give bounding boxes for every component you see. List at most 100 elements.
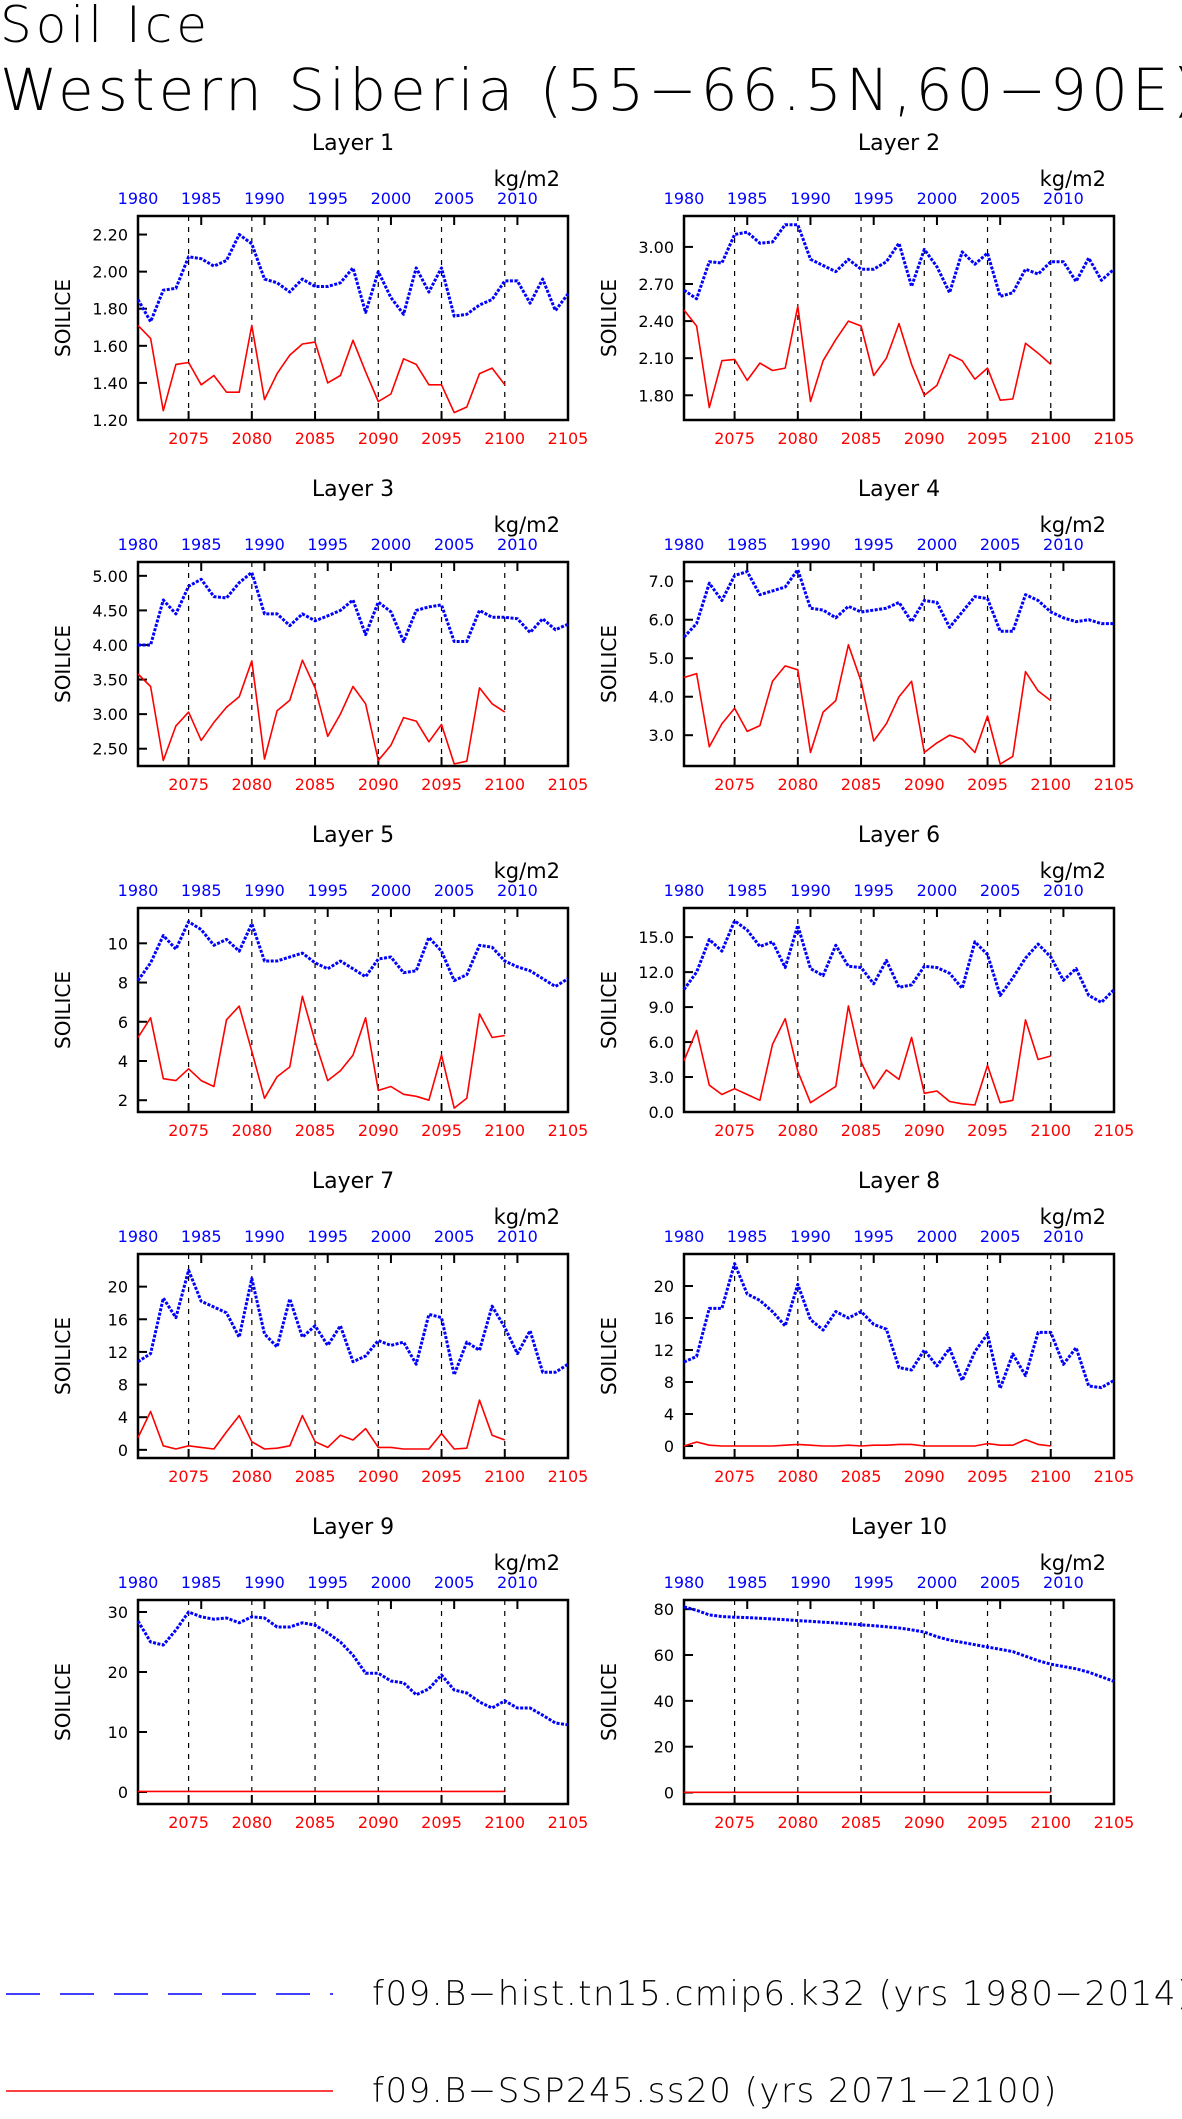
hist-series-line — [138, 570, 569, 647]
x-top-tick-label: 1980 — [664, 535, 705, 554]
y-tick-label: 3.0 — [649, 1068, 674, 1087]
x-bottom-tick-label: 2075 — [714, 429, 755, 448]
x-top-tick-label: 1995 — [853, 1573, 894, 1592]
x-top-tick-label: 1980 — [664, 881, 705, 900]
x-bottom-tick-label: 2085 — [841, 429, 882, 448]
x-bottom-tick-label: 2095 — [421, 1467, 462, 1486]
x-top-tick-label: 1980 — [664, 1227, 705, 1246]
x-top-tick-label: 1995 — [307, 1573, 348, 1592]
panel-1: Layer 1 kg/m2 1.20 1.40 1.60 1.80 2.00 2.20 SOIL… — [51, 131, 588, 448]
x-bottom-tick-label: 2100 — [1030, 1813, 1071, 1832]
y-tick-label: 1.80 — [92, 300, 128, 319]
figure-title-line-2: Western Siberia (55−66.5N,60−90E) — [0, 56, 1182, 124]
ssp-series-line — [683, 305, 1052, 409]
panel-title: Layer 2 — [858, 131, 940, 156]
panel-2: Layer 2 kg/m2 1.80 2.10 2.40 2.70 3.00 SOILICE 2… — [597, 131, 1134, 448]
y-tick-label: 40 — [654, 1692, 674, 1711]
ssp-series-line — [137, 1399, 506, 1450]
panel-3: Layer 3 kg/m2 2.50 3.00 3.50 4.00 4.50 5.00 SOIL… — [51, 477, 588, 794]
y-axis-label: SOILICE — [597, 279, 621, 357]
y-tick-label: 8 — [664, 1373, 674, 1392]
x-bottom-tick-label: 2095 — [421, 775, 462, 794]
x-top-tick-label: 2010 — [1043, 881, 1084, 900]
x-top-tick-label: 2005 — [980, 535, 1021, 554]
x-bottom-tick-label: 2075 — [168, 1467, 209, 1486]
x-bottom-tick-label: 2105 — [1094, 775, 1135, 794]
x-top-tick-label: 2005 — [434, 189, 475, 208]
x-bottom-tick-label: 2095 — [421, 1813, 462, 1832]
x-top-tick-label: 2000 — [371, 1573, 412, 1592]
panel-title: Layer 5 — [312, 823, 394, 848]
y-tick-label: 1.80 — [638, 386, 674, 405]
x-bottom-tick-label: 2105 — [1094, 1467, 1135, 1486]
y-tick-label: 10 — [108, 1723, 128, 1742]
units-label: kg/m2 — [1040, 167, 1106, 191]
x-bottom-tick-label: 2075 — [168, 1813, 209, 1832]
y-tick-label: 8 — [118, 1376, 128, 1395]
x-top-tick-label: 1985 — [727, 881, 768, 900]
x-bottom-tick-label: 2100 — [1030, 1121, 1071, 1140]
y-tick-label: 20 — [654, 1738, 674, 1757]
x-bottom-tick-label: 2100 — [1030, 429, 1071, 448]
x-top-tick-label: 1995 — [853, 535, 894, 554]
x-top-tick-label: 2010 — [1043, 1573, 1084, 1592]
x-top-tick-label: 2005 — [980, 881, 1021, 900]
x-top-tick-label: 1990 — [790, 1573, 831, 1592]
y-axis-label: SOILICE — [51, 625, 75, 703]
y-tick-label: 20 — [108, 1278, 128, 1297]
x-top-tick-label: 2005 — [434, 535, 475, 554]
x-top-tick-label: 1985 — [181, 535, 222, 554]
x-top-tick-label: 2005 — [434, 1573, 475, 1592]
x-top-tick-label: 1985 — [727, 189, 768, 208]
x-bottom-tick-label: 2095 — [967, 775, 1008, 794]
plot-frame — [136, 1252, 570, 1460]
y-tick-label: 4.0 — [649, 688, 674, 707]
x-top-tick-label: 1995 — [307, 189, 348, 208]
x-bottom-tick-label: 2095 — [967, 1121, 1008, 1140]
x-top-tick-label: 1990 — [790, 189, 831, 208]
panel-9: Layer 9 kg/m2 0 10 20 30 SOILICE 2075 2080 2085 20… — [51, 1515, 588, 1832]
ssp-series-line — [137, 659, 506, 765]
ssp-series-line — [683, 1438, 1051, 1447]
x-bottom-tick-label: 2095 — [421, 429, 462, 448]
x-top-tick-label: 1980 — [118, 881, 159, 900]
y-tick-label: 2.20 — [92, 226, 128, 245]
y-tick-label: 12.0 — [638, 963, 674, 982]
x-top-tick-label: 1985 — [727, 1227, 768, 1246]
x-bottom-tick-label: 2105 — [548, 429, 589, 448]
y-axis-label: SOILICE — [51, 279, 75, 357]
y-tick-label: 16 — [108, 1310, 128, 1329]
y-tick-label: 0 — [664, 1437, 674, 1456]
hist-series-line — [137, 1268, 569, 1377]
panel-8: Layer 8 kg/m2 0 4 8 12 16 20 SOILICE 2075 2080 2085… — [597, 1169, 1134, 1486]
y-tick-label: 5.00 — [92, 567, 128, 586]
panel-title: Layer 9 — [312, 1515, 394, 1540]
x-bottom-tick-label: 2080 — [231, 429, 272, 448]
x-top-tick-label: 1985 — [181, 189, 222, 208]
x-top-tick-label: 2000 — [917, 189, 958, 208]
units-label: kg/m2 — [1040, 1205, 1106, 1229]
y-axis-label: SOILICE — [597, 1317, 621, 1395]
y-tick-label: 8 — [118, 974, 128, 993]
x-bottom-tick-label: 2085 — [295, 1121, 336, 1140]
x-top-tick-label: 1990 — [244, 189, 285, 208]
y-tick-label: 16 — [654, 1309, 674, 1328]
plot-frame — [136, 214, 570, 422]
x-bottom-tick-label: 2080 — [777, 429, 818, 448]
x-bottom-tick-label: 2080 — [231, 1813, 272, 1832]
y-tick-label: 2.40 — [638, 312, 674, 331]
x-bottom-tick-label: 2075 — [714, 775, 755, 794]
x-bottom-tick-label: 2100 — [1030, 775, 1071, 794]
y-tick-label: 4 — [118, 1052, 128, 1071]
y-tick-label: 9.0 — [649, 998, 674, 1017]
x-bottom-tick-label: 2105 — [548, 1467, 589, 1486]
panel-title: Layer 10 — [851, 1515, 947, 1540]
x-bottom-tick-label: 2090 — [904, 429, 945, 448]
x-bottom-tick-label: 2090 — [904, 1813, 945, 1832]
x-top-tick-label: 1990 — [790, 1227, 831, 1246]
x-bottom-tick-label: 2085 — [841, 1121, 882, 1140]
x-top-tick-label: 1990 — [244, 881, 285, 900]
x-top-tick-label: 1980 — [118, 535, 159, 554]
x-top-tick-label: 2005 — [980, 1573, 1021, 1592]
